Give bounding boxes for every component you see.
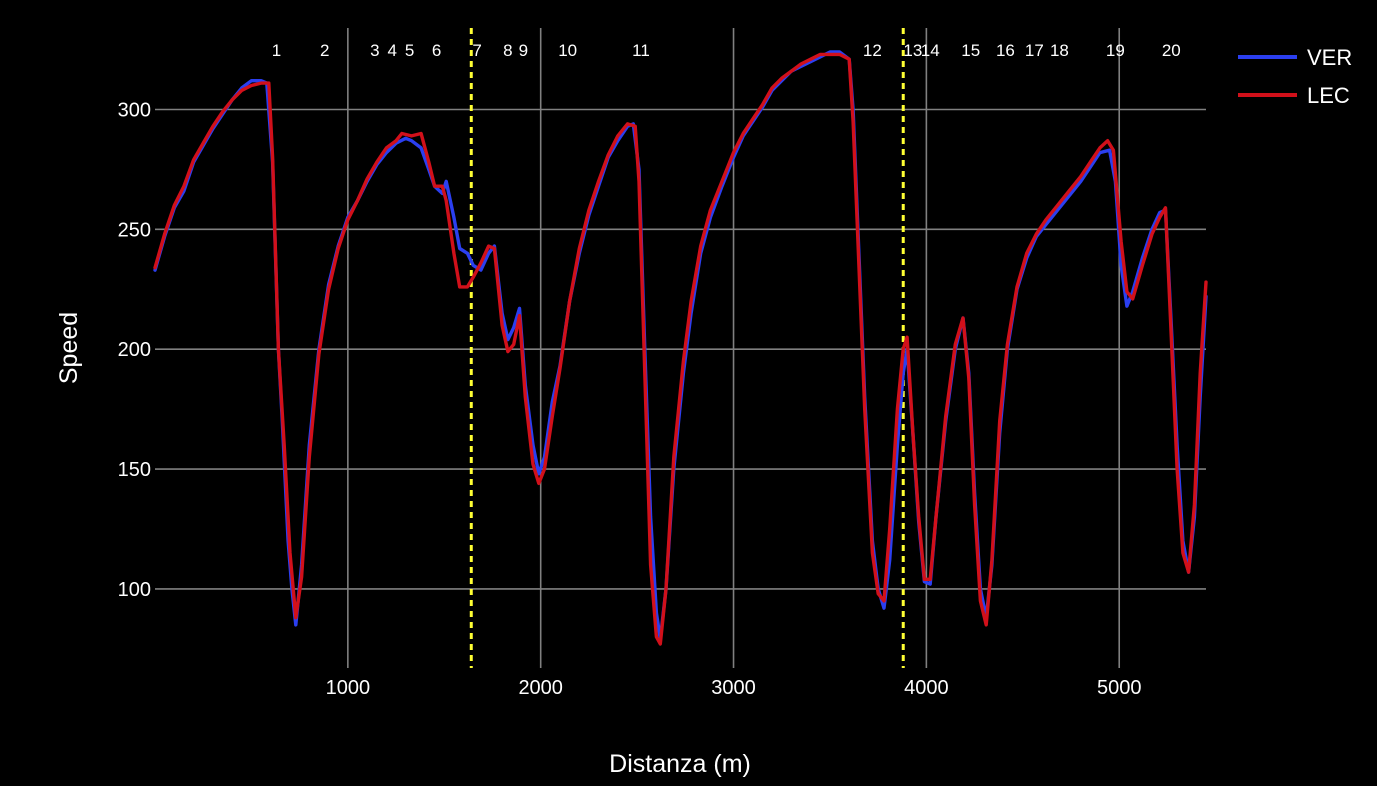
- corner-label-2: 2: [320, 41, 329, 60]
- x-tick-label-5000: 5000: [1097, 677, 1142, 699]
- x-tick-label-4000: 4000: [904, 677, 949, 699]
- corner-label-1: 1: [272, 41, 281, 60]
- legend-label-ver: VER: [1307, 45, 1352, 70]
- corner-label-15: 15: [961, 41, 980, 60]
- corner-label-11: 11: [632, 41, 650, 60]
- corner-label-3: 3: [370, 41, 379, 60]
- x-axis-title: Distanza (m): [609, 750, 751, 778]
- y-tick-label-300: 300: [118, 99, 151, 121]
- x-tick-label-3000: 3000: [711, 677, 756, 699]
- corner-label-17: 17: [1025, 41, 1044, 60]
- corner-label-7: 7: [472, 41, 481, 60]
- corner-label-4: 4: [387, 41, 396, 60]
- x-tick-label-1000: 1000: [326, 677, 371, 699]
- series-line-lec: [153, 52, 1208, 646]
- corner-label-5: 5: [405, 41, 414, 60]
- grid-lines: [155, 28, 1206, 668]
- corner-label-13: 13: [903, 41, 922, 60]
- corner-label-6: 6: [432, 41, 441, 60]
- x-tick-label-2000: 2000: [518, 677, 563, 699]
- y-tick-label-150: 150: [118, 459, 151, 481]
- corner-label-19: 19: [1106, 41, 1125, 60]
- corner-label-12: 12: [863, 41, 882, 60]
- y-axis-title: Speed: [55, 312, 83, 384]
- corner-label-16: 16: [996, 41, 1015, 60]
- corner-label-8: 8: [503, 41, 512, 60]
- y-tick-label-200: 200: [118, 339, 151, 361]
- corner-label-9: 9: [519, 41, 528, 60]
- y-tick-label-250: 250: [118, 219, 151, 241]
- corner-label-14: 14: [921, 41, 940, 60]
- corner-label-20: 20: [1162, 41, 1181, 60]
- corner-label-18: 18: [1050, 41, 1069, 60]
- legend: VER LEC: [1238, 45, 1352, 108]
- series-lines: [153, 50, 1208, 646]
- legend-label-lec: LEC: [1307, 83, 1350, 108]
- y-tick-label-100: 100: [118, 579, 151, 601]
- corner-label-10: 10: [558, 41, 577, 60]
- tick-labels: 100 150 200 250 300 1000 2000 3000 4000 5000: [118, 99, 1142, 699]
